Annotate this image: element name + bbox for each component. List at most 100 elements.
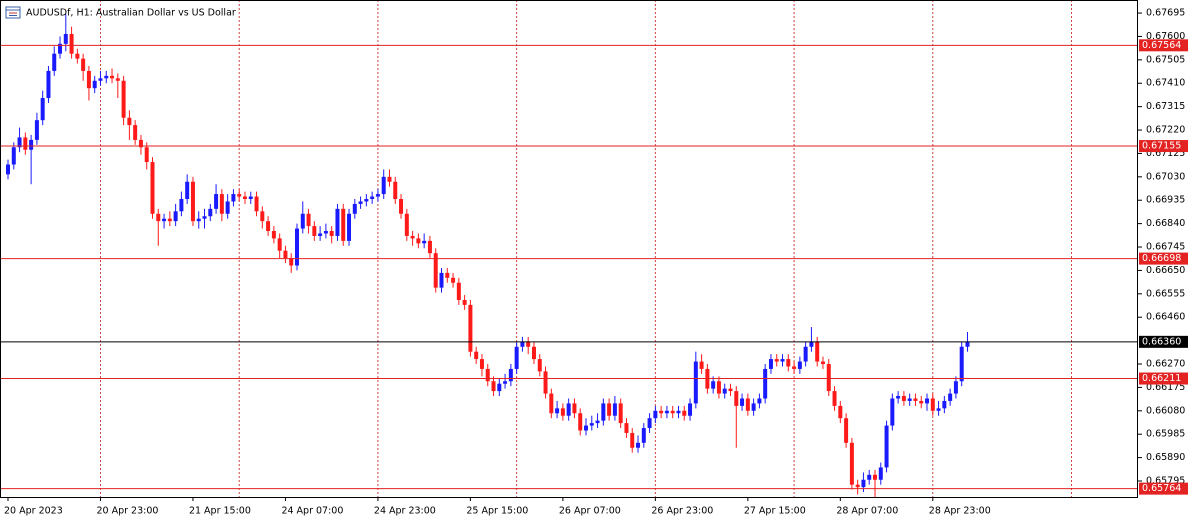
candle-body — [318, 233, 323, 236]
level-label: 0.66211 — [1142, 373, 1181, 384]
candle-body — [659, 410, 664, 414]
candle-body — [479, 359, 484, 369]
candle-body — [919, 400, 924, 404]
candle-body — [734, 391, 739, 406]
candle-body — [797, 361, 802, 369]
y-tick-label: 0.65985 — [1146, 429, 1185, 440]
candle-body — [560, 408, 565, 416]
candle-body — [231, 194, 236, 202]
candle-body — [584, 425, 588, 431]
candle-body — [572, 403, 577, 414]
candle-body — [341, 208, 346, 241]
candle-body — [179, 198, 184, 212]
level-label-box — [1139, 140, 1188, 153]
y-tick-label: 0.67030 — [1146, 171, 1185, 182]
y-tick-label: 0.66745 — [1146, 242, 1185, 253]
candle-body — [133, 125, 138, 140]
level-label-box — [1139, 482, 1188, 495]
candle-body — [867, 474, 872, 480]
candle-body — [352, 203, 357, 214]
candle-body — [11, 147, 16, 165]
y-tick-label: 0.66555 — [1146, 288, 1185, 299]
candle-body — [913, 398, 918, 401]
candle-body — [508, 368, 513, 382]
x-tick-label: 28 Apr 07:00 — [836, 506, 898, 517]
candle-body — [485, 368, 490, 382]
candle-body — [959, 346, 964, 382]
level-label-box — [1139, 372, 1188, 385]
candle-body — [820, 361, 825, 365]
candle-body — [809, 341, 814, 347]
candle-body — [144, 147, 149, 163]
candle-body — [29, 139, 34, 150]
plot — [0, 14, 1138, 497]
candle-body — [844, 418, 849, 443]
candle-body — [254, 196, 259, 212]
candle-body — [826, 364, 831, 392]
candle-body — [948, 393, 953, 401]
x-tick-label: 27 Apr 15:00 — [744, 506, 806, 517]
plot-frame — [0, 0, 1138, 498]
x-tick-label: 25 Apr 15:00 — [466, 506, 528, 517]
candle-body — [34, 120, 39, 140]
candle-body — [173, 211, 178, 222]
candle-body — [306, 213, 311, 227]
candle-body — [312, 226, 317, 236]
candle-body — [925, 398, 930, 404]
candle-body — [138, 139, 143, 148]
candle-body — [98, 78, 103, 81]
candle-body — [393, 181, 398, 199]
candle-body — [242, 196, 247, 199]
candle-body — [896, 396, 901, 399]
candle-body — [803, 346, 808, 362]
y-tick-label: 0.66650 — [1146, 265, 1185, 276]
level-label-box — [1139, 335, 1188, 348]
candle-body — [641, 428, 646, 443]
x-tick-label: 26 Apr 07:00 — [559, 506, 621, 517]
candle-body — [901, 396, 906, 401]
candle-body — [647, 418, 652, 429]
candle-body — [127, 117, 132, 126]
level-label: 0.67155 — [1142, 141, 1181, 152]
candle-body — [219, 194, 224, 214]
candle-body — [40, 98, 45, 121]
level-label: 0.65764 — [1142, 483, 1181, 494]
candle-body — [566, 403, 571, 416]
candle-body — [526, 341, 531, 347]
candle-body — [329, 231, 334, 236]
candle-body — [237, 194, 242, 197]
candle-body — [607, 403, 612, 416]
level-label-box — [1139, 252, 1188, 265]
candle-body — [427, 240, 432, 254]
candle-body — [751, 403, 756, 411]
candle-body — [69, 33, 74, 54]
candle-body — [190, 181, 195, 222]
candle-body — [289, 258, 294, 266]
candle-body — [595, 420, 600, 424]
candle-body — [514, 346, 519, 369]
y-tick-label: 0.67505 — [1146, 54, 1185, 65]
candle-body — [277, 238, 282, 251]
candle-body — [930, 398, 935, 411]
candle-body — [295, 228, 299, 266]
candle-body — [156, 213, 161, 222]
candle-body — [75, 53, 80, 59]
y-tick-label: 0.67410 — [1146, 78, 1185, 89]
candle-body — [196, 218, 201, 222]
candle-body — [578, 413, 583, 431]
candle-body — [942, 400, 947, 409]
x-tick-label: 24 Apr 23:00 — [374, 506, 436, 517]
candle-body — [162, 218, 167, 222]
candle-body — [740, 398, 745, 406]
candle-body — [323, 231, 328, 234]
candle-body — [890, 398, 895, 426]
candle-body — [849, 442, 854, 485]
candle-body — [451, 277, 456, 283]
candle-body — [110, 75, 115, 79]
candle-body — [300, 213, 305, 229]
candle-body — [115, 78, 120, 81]
y-tick-label: 0.65795 — [1146, 475, 1185, 486]
level-label: 0.66698 — [1142, 253, 1181, 264]
candle-body — [936, 408, 941, 411]
